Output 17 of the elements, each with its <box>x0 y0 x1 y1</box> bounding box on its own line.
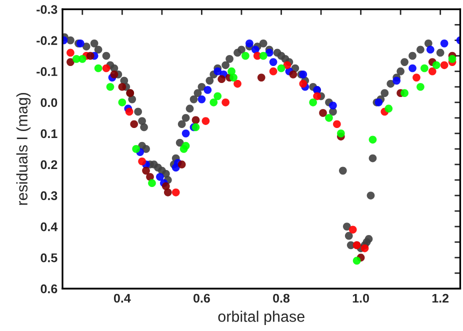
y-tick-label: 0.0 <box>40 98 58 108</box>
y-tick-label: -0.3 <box>36 5 58 14</box>
y-axis-title: residuals I (mag) <box>16 93 31 205</box>
x-tick-label: 1.0 <box>352 294 369 303</box>
x-tick-label: 0.4 <box>114 294 131 303</box>
y-tick-label: -0.1 <box>36 67 58 76</box>
x-axis-title: orbital phase <box>218 310 304 325</box>
y-tick-label: 0.4 <box>40 222 58 232</box>
y-tick-label: 0.6 <box>40 284 58 294</box>
y-tick-label: -0.2 <box>36 36 58 45</box>
x-tick-label: 0.8 <box>273 294 290 303</box>
y-tick-label: 0.2 <box>40 160 58 170</box>
x-tick-label: 1.2 <box>432 294 449 303</box>
y-tick-label: 0.5 <box>40 253 58 262</box>
y-tick-label: 0.3 <box>40 191 58 200</box>
y-tick-label: 0.1 <box>40 129 58 138</box>
x-tick-label: 0.6 <box>194 294 210 303</box>
